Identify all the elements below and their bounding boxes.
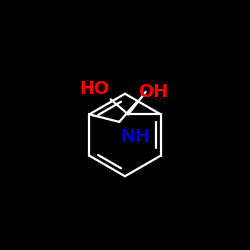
Text: NH: NH <box>120 128 150 146</box>
Text: HO: HO <box>79 80 110 98</box>
Text: OH: OH <box>138 82 168 100</box>
